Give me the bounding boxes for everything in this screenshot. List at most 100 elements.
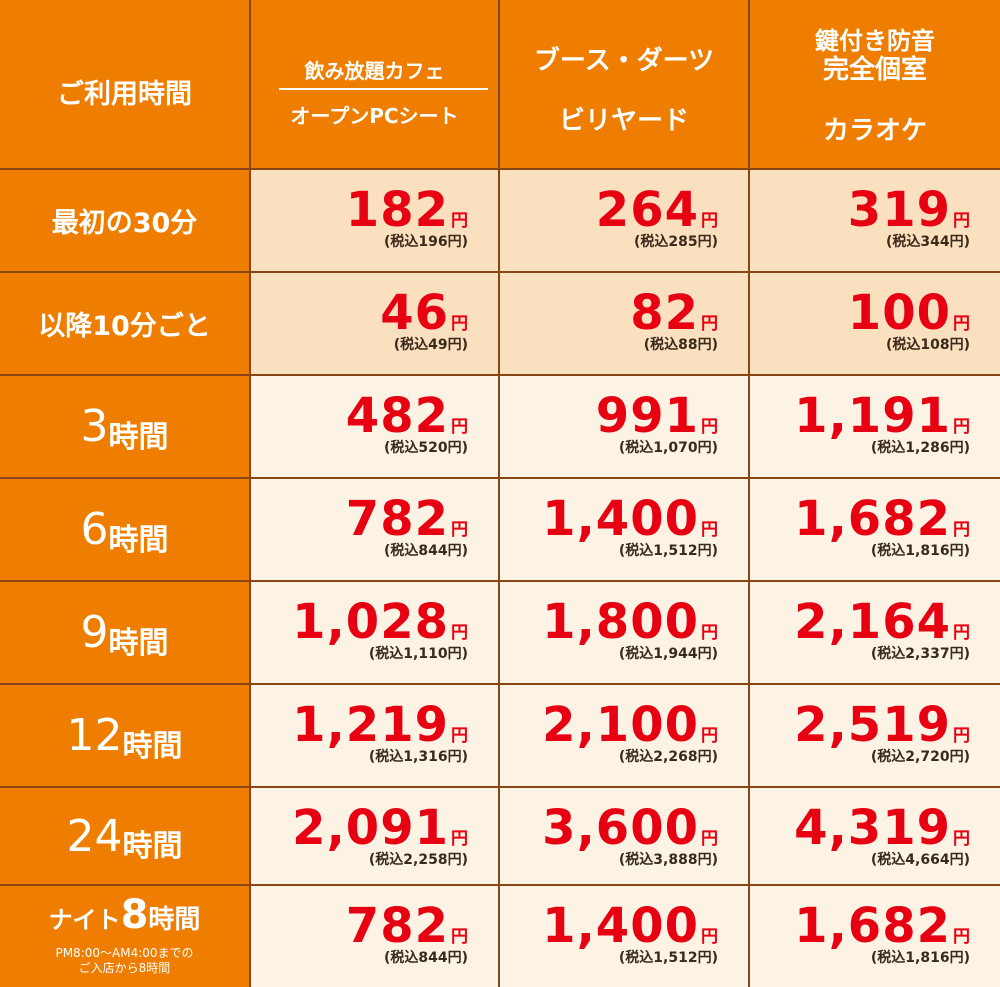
price-value: 782 円 — [345, 491, 468, 547]
tax-included-price: (税込344円) — [885, 234, 970, 250]
price-value: 4,319 円 — [794, 800, 970, 856]
tax-included-price: (税込2,337円) — [870, 646, 970, 662]
cafe-header-line2: オープンPCシート — [290, 104, 459, 128]
tax-included-price: (税込1,816円) — [870, 950, 970, 966]
price-value: 46 円 — [380, 285, 468, 341]
price-cell: 4,319 円 (税込4,664円) — [750, 788, 1000, 884]
header-cafe-cell: 飲み放題カフェ オープンPCシート — [251, 0, 498, 168]
row-label-cell: 12 時間 — [0, 685, 249, 786]
tax-included-price: (税込4,664円) — [870, 852, 970, 868]
price-value: 1,800 円 — [542, 594, 718, 650]
price-value: 1,682 円 — [794, 898, 970, 954]
tax-included-price: (税込1,816円) — [870, 543, 970, 559]
header-booth-cell: ブース・ダーツ ビリヤード — [500, 0, 748, 168]
price-value: 2,100 円 — [542, 697, 718, 753]
price-cell: 264 円 (税込285円) — [500, 170, 748, 271]
header-time-cell: ご利用時間 — [0, 0, 249, 168]
price-value: 100 円 — [847, 285, 970, 341]
price-value: 1,682 円 — [794, 491, 970, 547]
price-cell: 319 円 (税込344円) — [750, 170, 1000, 271]
row-label: 9 時間 — [80, 607, 169, 661]
price-cell: 991 円 (税込1,070円) — [500, 376, 748, 477]
tax-included-price: (税込1,110円) — [368, 646, 468, 662]
karaoke-header-line2: 完全個室 — [822, 55, 927, 85]
price-cell: 3,600 円 (税込3,888円) — [500, 788, 748, 884]
row-label-cell: 6 時間 — [0, 479, 249, 580]
price-value: 1,400 円 — [542, 491, 718, 547]
tax-included-price: (税込196円) — [383, 234, 468, 250]
row-label-cell: 以降10分ごと — [0, 273, 249, 374]
booth-header-line1: ブース・ダーツ — [533, 46, 715, 76]
row-label-cell: 3 時間 — [0, 376, 249, 477]
price-cell: 1,191 円 (税込1,286円) — [750, 376, 1000, 477]
row-label-cell: 9 時間 — [0, 582, 249, 683]
price-value: 782 円 — [345, 898, 468, 954]
tax-included-price: (税込1,316円) — [368, 749, 468, 765]
night-plan-label: ナイト8時間 — [48, 892, 201, 938]
price-value: 1,219 円 — [292, 697, 468, 753]
price-cell: 1,800 円 (税込1,944円) — [500, 582, 748, 683]
tax-included-price: (税込1,944円) — [618, 646, 718, 662]
tax-included-price: (税込844円) — [383, 950, 468, 966]
time-column-header: ご利用時間 — [57, 79, 192, 110]
price-value: 1,028 円 — [292, 594, 468, 650]
price-cell: 182 円 (税込196円) — [251, 170, 498, 271]
price-cell: 2,100 円 (税込2,268円) — [500, 685, 748, 786]
booth-header-line2: ビリヤード — [558, 106, 689, 136]
price-value: 2,519 円 — [794, 697, 970, 753]
price-value: 2,091 円 — [292, 800, 468, 856]
tax-included-price: (税込1,512円) — [618, 950, 718, 966]
price-value: 82 円 — [630, 285, 718, 341]
price-cell: 1,028 円 (税込1,110円) — [251, 582, 498, 683]
price-cell: 782 円 (税込844円) — [251, 479, 498, 580]
price-cell: 82 円 (税込88円) — [500, 273, 748, 374]
price-value: 1,191 円 — [794, 388, 970, 444]
tax-included-price: (税込2,720円) — [870, 749, 970, 765]
price-cell: 2,519 円 (税込2,720円) — [750, 685, 1000, 786]
night-plan-note: PM8:00～AM4:00までの — [55, 946, 194, 960]
tax-included-price: (税込49円) — [393, 337, 468, 353]
header-karaoke-cell: 鍵付き防音 完全個室 カラオケ — [750, 0, 1000, 168]
cafe-header-line1: 飲み放題カフェ — [304, 59, 445, 83]
tax-included-price: (税込520円) — [383, 440, 468, 456]
price-cell: 782 円 (税込844円) — [251, 886, 498, 987]
tax-included-price: (税込88円) — [643, 337, 718, 353]
price-cell: 100 円 (税込108円) — [750, 273, 1000, 374]
price-cell: 2,164 円 (税込2,337円) — [750, 582, 1000, 683]
row-label: 12 時間 — [66, 710, 183, 764]
price-value: 264 円 — [595, 182, 718, 238]
price-value: 3,600 円 — [542, 800, 718, 856]
karaoke-header-line1: 鍵付き防音 — [815, 27, 935, 55]
tax-included-price: (税込285円) — [633, 234, 718, 250]
row-label-cell: ナイト8時間 PM8:00～AM4:00までの ご入店から8時間 — [0, 886, 249, 987]
row-label: 24 時間 — [66, 810, 183, 865]
price-cell: 2,091 円 (税込2,258円) — [251, 788, 498, 884]
price-value: 1,400 円 — [542, 898, 718, 954]
tax-included-price: (税込1,512円) — [618, 543, 718, 559]
price-cell: 1,400 円 (税込1,512円) — [500, 479, 748, 580]
night-plan-note: ご入店から8時間 — [78, 961, 171, 975]
price-value: 991 円 — [595, 388, 718, 444]
price-cell: 46 円 (税込49円) — [251, 273, 498, 374]
price-value: 182 円 — [345, 182, 468, 238]
price-cell: 1,682 円 (税込1,816円) — [750, 886, 1000, 987]
tax-included-price: (税込2,268円) — [618, 749, 718, 765]
tax-included-price: (税込108円) — [885, 337, 970, 353]
row-label: 最初の30分 — [51, 208, 198, 239]
price-value: 319 円 — [847, 182, 970, 238]
row-label: 3 時間 — [80, 401, 169, 455]
tax-included-price: (税込844円) — [383, 543, 468, 559]
karaoke-header-line3: カラオケ — [822, 116, 927, 146]
price-value: 482 円 — [345, 388, 468, 444]
price-value: 2,164 円 — [794, 594, 970, 650]
tax-included-price: (税込1,070円) — [618, 440, 718, 456]
tax-included-price: (税込3,888円) — [618, 852, 718, 868]
row-label: 6 時間 — [80, 504, 169, 558]
price-cell: 1,400 円 (税込1,512円) — [500, 886, 748, 987]
row-label-cell: 最初の30分 — [0, 170, 249, 271]
header-divider — [279, 88, 488, 90]
tax-included-price: (税込1,286円) — [870, 440, 970, 456]
price-cell: 1,682 円 (税込1,816円) — [750, 479, 1000, 580]
price-cell: 1,219 円 (税込1,316円) — [251, 685, 498, 786]
